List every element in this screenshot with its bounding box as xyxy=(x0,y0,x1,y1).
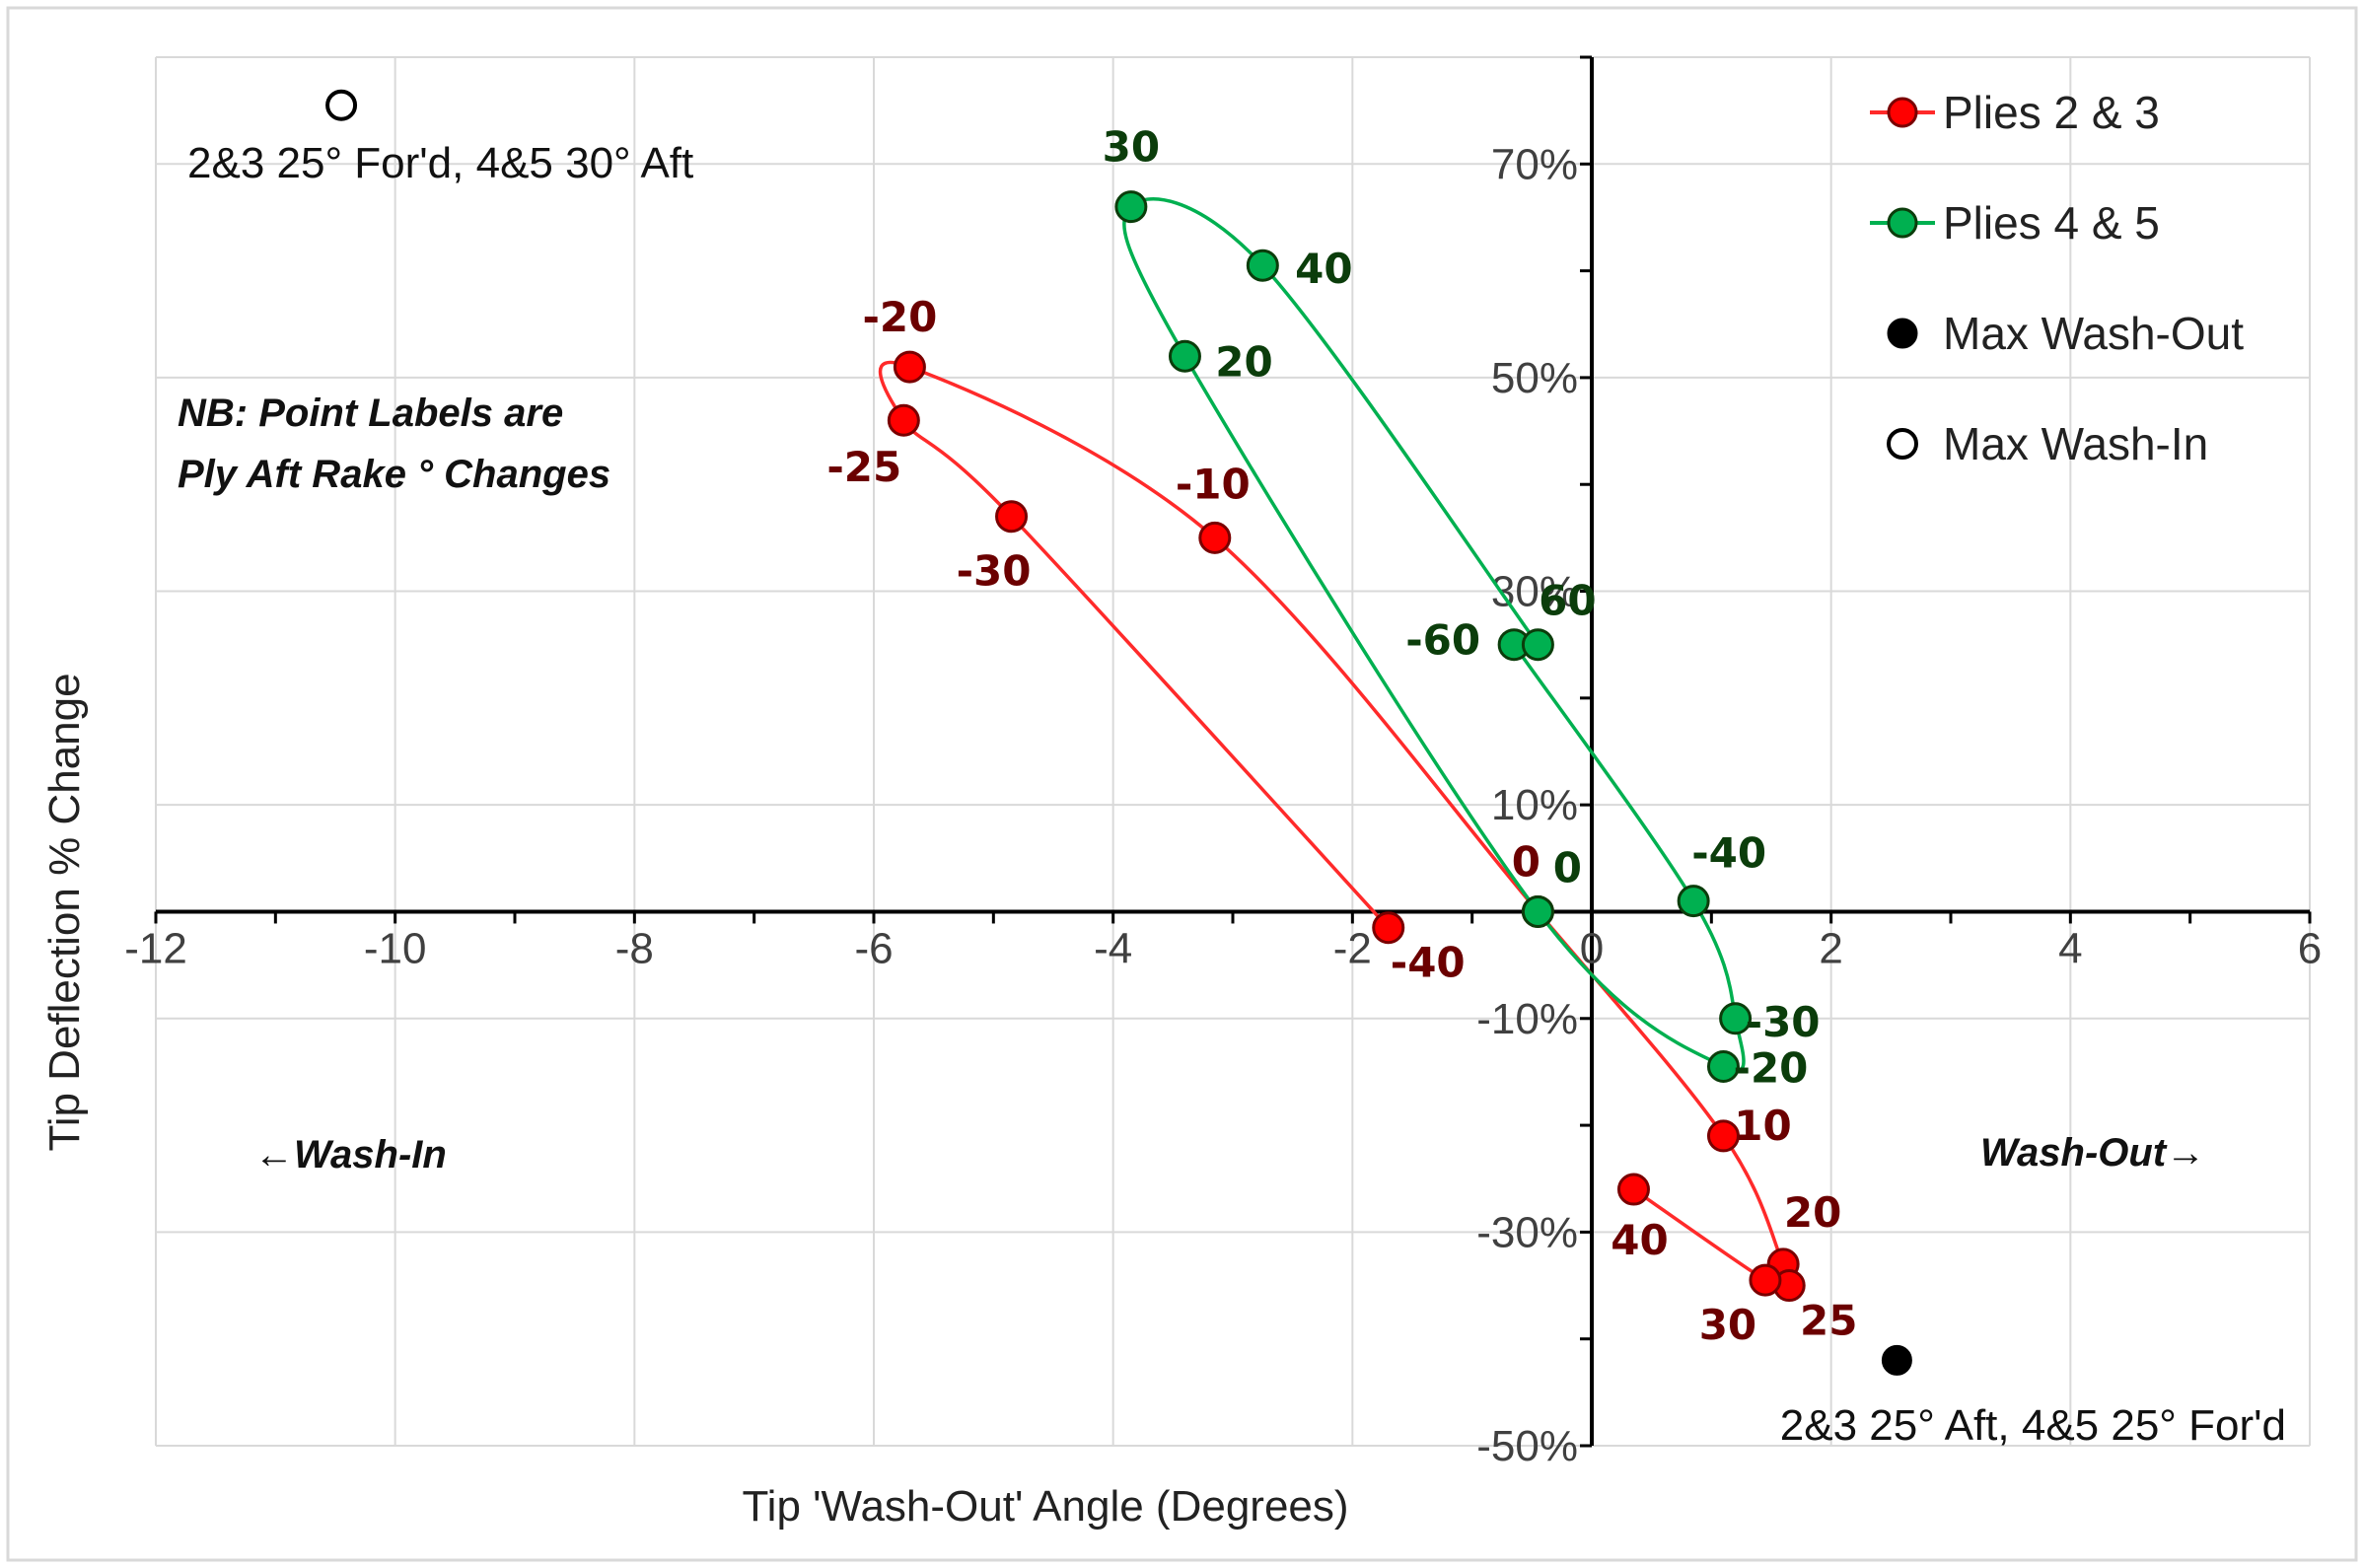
y-tick-label: 10% xyxy=(1491,781,1578,829)
note-line-2: Ply Aft Rake ° Changes xyxy=(178,453,610,496)
data-point xyxy=(1521,894,1554,928)
x-tick-label: -10 xyxy=(364,924,427,972)
data-point xyxy=(1749,1263,1782,1297)
x-tick-label: -8 xyxy=(615,924,654,972)
data-point-label: -25 xyxy=(826,443,901,491)
y-axis-title: Tip Deflection % Change xyxy=(40,673,89,1151)
y-tick-label: 50% xyxy=(1491,354,1578,402)
x-tick-label: 6 xyxy=(2298,924,2322,972)
y-tick-label: 70% xyxy=(1491,140,1578,188)
y-tick-label: -50% xyxy=(1476,1422,1578,1470)
data-point xyxy=(1616,1173,1650,1206)
data-point-label: -20 xyxy=(1734,1044,1809,1093)
legend: Plies 2 & 3 Plies 4 & 5 Max Wash-Out Max… xyxy=(1870,87,2244,469)
data-point-label: 40 xyxy=(1611,1216,1668,1264)
data-point-label: -60 xyxy=(1405,616,1480,665)
data-point-label: 25 xyxy=(1800,1297,1857,1345)
data-point xyxy=(1719,1002,1753,1035)
x-tick-label: -12 xyxy=(124,924,187,972)
data-point-label: -30 xyxy=(1746,998,1821,1046)
wash-in-config-label: 2&3 25° For'd, 4&5 30° Aft xyxy=(187,139,693,187)
data-point-label: 30 xyxy=(1699,1301,1756,1349)
legend-plies-2-3-label: Plies 2 & 3 xyxy=(1943,87,2160,138)
data-point-label: 0 xyxy=(1512,837,1540,886)
data-point xyxy=(1168,339,1201,373)
data-point xyxy=(1372,911,1405,945)
data-point-label: 30 xyxy=(1103,123,1160,172)
data-point xyxy=(1677,885,1710,918)
data-point xyxy=(1881,1344,1912,1376)
data-point xyxy=(1706,1050,1740,1084)
data-point-label: 20 xyxy=(1784,1188,1841,1237)
wash-out-config-label: 2&3 25° Aft, 4&5 25° For'd xyxy=(1780,1401,2286,1450)
legend-max-wash-out-marker xyxy=(1887,318,1918,349)
data-point-label: 10 xyxy=(1734,1102,1791,1150)
legend-max-wash-out-label: Max Wash-Out xyxy=(1943,308,2244,359)
y-tick-label: -10% xyxy=(1476,995,1578,1043)
data-point-label: 40 xyxy=(1295,245,1352,293)
data-point-label: -40 xyxy=(1691,829,1766,878)
wash-out-arrow-label: Wash-Out→ xyxy=(1980,1131,2205,1175)
data-point xyxy=(887,403,920,437)
point-labels: -40-30-25-20-1001020253040-60-40-30-2002… xyxy=(826,123,1857,1349)
data-point xyxy=(1521,628,1554,662)
data-point-label: -30 xyxy=(957,547,1032,596)
gridlines xyxy=(155,56,2311,1447)
tick-labels: -12 -10 -8 -6 -4 -2 0 2 4 670%50%30%10%-10%-30%-5… xyxy=(124,140,2322,1470)
data-point-label: 0 xyxy=(1553,843,1582,891)
data-point xyxy=(1706,1119,1740,1153)
data-point xyxy=(1198,521,1232,554)
data-point xyxy=(893,350,926,384)
y-tick-label: -30% xyxy=(1476,1208,1578,1256)
legend-plies-4-5-label: Plies 4 & 5 xyxy=(1943,197,2160,249)
data-point-label: 60 xyxy=(1539,577,1596,625)
wash-in-arrow-label: ←Wash-In xyxy=(254,1133,447,1176)
legend-plies-2-3-marker xyxy=(1887,97,1918,128)
x-tick-label: -6 xyxy=(854,924,893,972)
data-point xyxy=(1114,190,1148,224)
y-tick-label: 30% xyxy=(1491,568,1578,616)
x-axis-title: Tip 'Wash-Out' Angle (Degrees) xyxy=(742,1482,1348,1531)
x-tick-label: -2 xyxy=(1333,924,1372,972)
data-point xyxy=(995,500,1029,534)
data-point-label: -20 xyxy=(862,293,937,341)
data-point-label: -40 xyxy=(1391,939,1466,987)
legend-max-wash-in-label: Max Wash-In xyxy=(1943,418,2208,469)
x-tick-label: 4 xyxy=(2058,924,2082,972)
legend-plies-4-5-marker xyxy=(1887,207,1918,239)
data-point xyxy=(1246,249,1279,282)
x-tick-label: -4 xyxy=(1094,924,1132,972)
data-point xyxy=(325,89,358,121)
data-point-label: -10 xyxy=(1176,460,1251,508)
chart-frame xyxy=(6,6,2358,1562)
x-tick-label: 2 xyxy=(1819,924,1842,972)
series-points xyxy=(325,89,1912,1376)
data-point-label: 20 xyxy=(1215,337,1272,386)
note-line-1: NB: Point Labels are xyxy=(178,392,563,435)
legend-max-wash-in-marker xyxy=(1887,428,1918,460)
